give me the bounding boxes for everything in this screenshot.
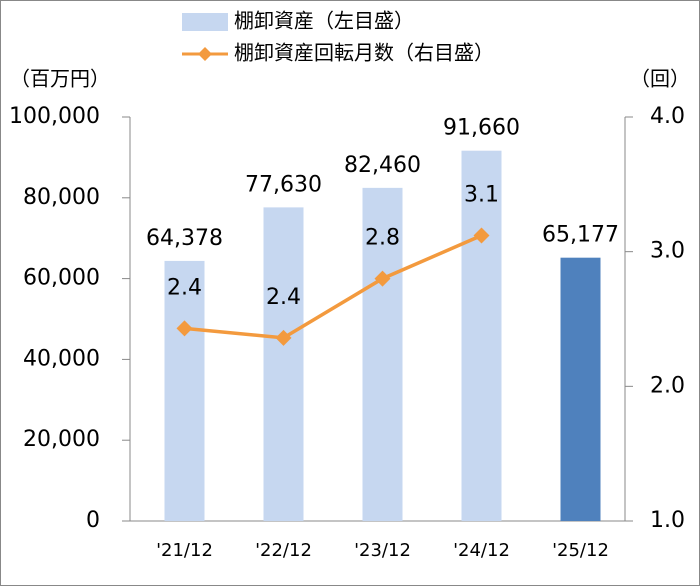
y-tick-label: 80,000 [23,185,100,210]
legend-label: 棚卸資産（左目盛） [234,9,414,33]
y2-axis-label: （回） [630,67,690,91]
x-tick-label: '25/12 [552,540,609,561]
line [184,233,483,340]
legend-swatch [182,13,228,31]
bar-value-label: 91,660 [443,116,520,141]
legend-marker [198,47,212,61]
bar-value-label: 77,630 [245,172,322,197]
x-tick-label: '21/12 [156,540,213,561]
marker [275,329,292,346]
y2-tick-label: 2.0 [650,373,685,398]
y2-tick-label: 1.0 [650,508,685,533]
marker [374,270,391,287]
y-axis-label: （百万円） [10,67,110,91]
bar [362,187,403,521]
bar-value-label: 64,378 [146,226,223,251]
bar [263,207,304,521]
y2-tick-label: 4.0 [650,104,685,129]
y-tick-label: 40,000 [23,346,100,371]
line-value-label: 2.8 [365,226,400,251]
y-tick-label: 0 [86,508,100,533]
line-value-label: 2.4 [266,285,301,310]
y-tick-label: 100,000 [9,104,100,129]
bar [560,257,601,521]
bar-value-label: 82,460 [344,153,421,178]
bar [461,150,502,521]
bar [164,260,205,521]
marker [176,320,193,337]
x-tick-label: '24/12 [453,540,510,561]
y-tick-label: 20,000 [23,427,100,452]
y-tick-label: 60,000 [23,266,100,291]
x-tick-label: '22/12 [255,540,312,561]
line-value-label: 3.1 [464,183,499,208]
bar-value-label: 65,177 [542,223,619,248]
line-value-label: 2.4 [167,275,202,300]
legend-label: 棚卸資産回転月数（右目盛） [234,41,494,65]
y2-tick-label: 3.0 [650,239,685,264]
x-tick-label: '23/12 [354,540,411,561]
marker [473,227,490,244]
